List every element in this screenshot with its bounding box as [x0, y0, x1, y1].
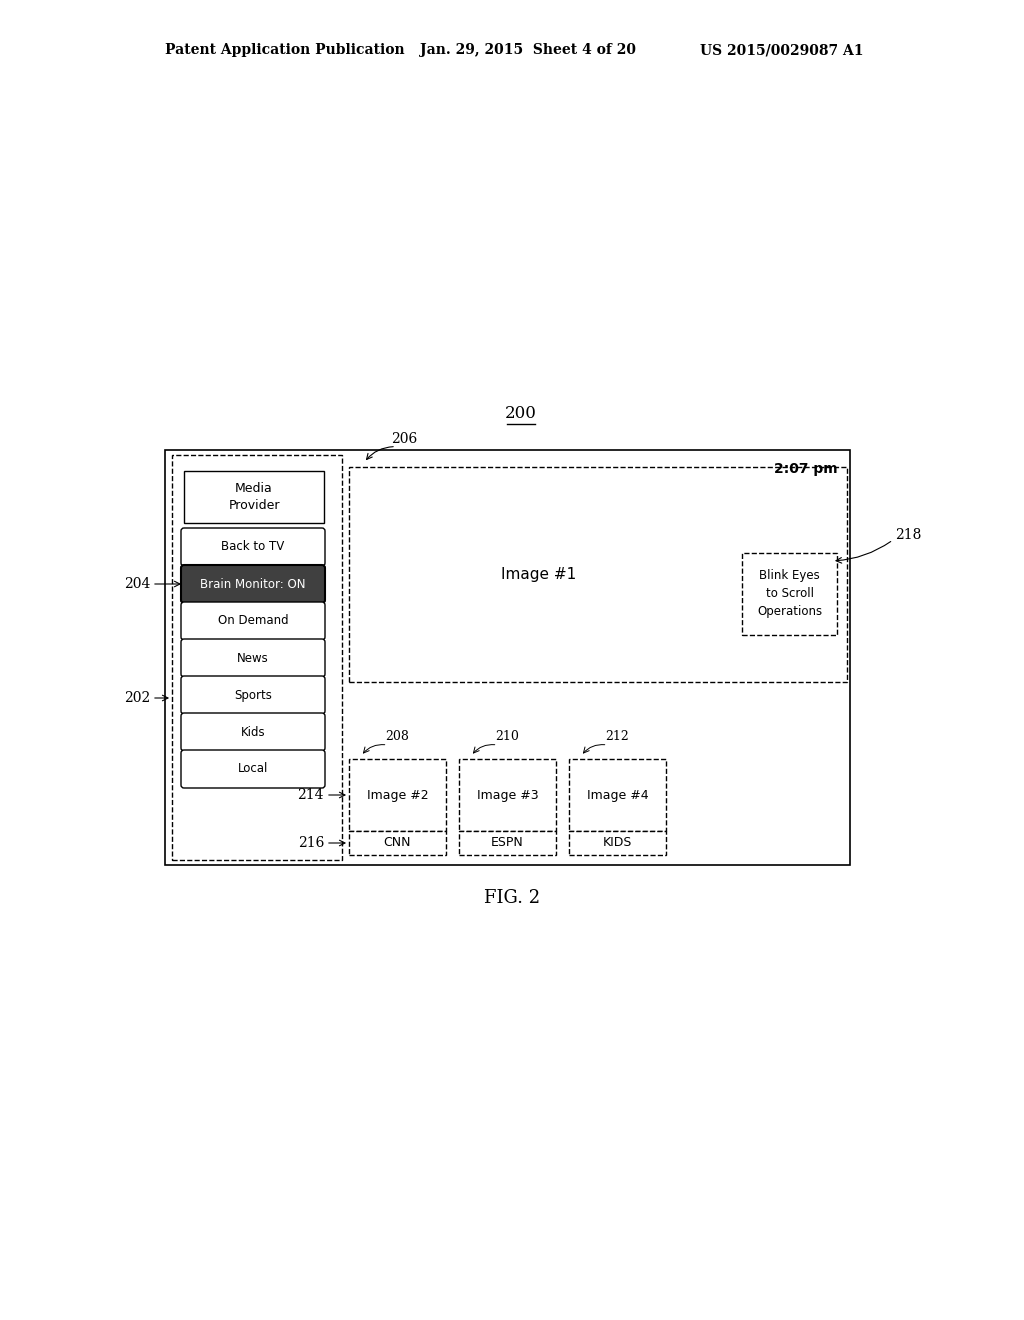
Bar [165, 450, 850, 865]
Bar [569, 832, 666, 855]
Text: 214: 214 [298, 788, 324, 803]
Text: Jan. 29, 2015  Sheet 4 of 20: Jan. 29, 2015 Sheet 4 of 20 [420, 44, 636, 57]
Text: Image #1: Image #1 [501, 568, 575, 582]
Bar [349, 832, 446, 855]
Bar [569, 759, 666, 832]
Text: 200: 200 [505, 405, 538, 422]
FancyBboxPatch shape [181, 602, 325, 640]
Text: KIDS: KIDS [603, 837, 632, 850]
Text: Image #3: Image #3 [477, 788, 539, 801]
Text: US 2015/0029087 A1: US 2015/0029087 A1 [700, 44, 863, 57]
Text: FIG. 2: FIG. 2 [484, 888, 540, 907]
Text: Sports: Sports [234, 689, 272, 701]
Bar [172, 455, 342, 861]
FancyBboxPatch shape [181, 565, 325, 603]
Bar [349, 466, 847, 682]
Text: News: News [238, 652, 269, 664]
Text: Image #2: Image #2 [367, 788, 428, 801]
Text: 2:07 pm: 2:07 pm [774, 462, 838, 477]
Text: Local: Local [238, 763, 268, 776]
Bar [742, 553, 837, 635]
Text: Patent Application Publication: Patent Application Publication [165, 44, 404, 57]
Text: 218: 218 [895, 528, 922, 543]
FancyBboxPatch shape [181, 639, 325, 677]
Text: 210: 210 [496, 730, 519, 743]
Text: ESPN: ESPN [492, 837, 524, 850]
Text: Kids: Kids [241, 726, 265, 738]
Text: On Demand: On Demand [218, 615, 289, 627]
FancyBboxPatch shape [181, 528, 325, 566]
Text: 204: 204 [124, 577, 150, 591]
Text: Media
Provider: Media Provider [228, 482, 280, 512]
Text: Blink Eyes
to Scroll
Operations: Blink Eyes to Scroll Operations [757, 569, 822, 619]
Text: 202: 202 [124, 690, 150, 705]
FancyBboxPatch shape [181, 750, 325, 788]
Text: Back to TV: Back to TV [221, 540, 285, 553]
Text: 208: 208 [386, 730, 410, 743]
Text: 206: 206 [391, 432, 417, 446]
FancyBboxPatch shape [181, 676, 325, 714]
FancyBboxPatch shape [181, 713, 325, 751]
Bar [184, 471, 324, 523]
Bar [459, 832, 556, 855]
Text: CNN: CNN [384, 837, 412, 850]
Bar [349, 759, 446, 832]
Text: 212: 212 [605, 730, 630, 743]
Text: Brain Monitor: ON: Brain Monitor: ON [201, 578, 306, 590]
Bar [459, 759, 556, 832]
Text: Image #4: Image #4 [587, 788, 648, 801]
Text: 216: 216 [298, 836, 324, 850]
